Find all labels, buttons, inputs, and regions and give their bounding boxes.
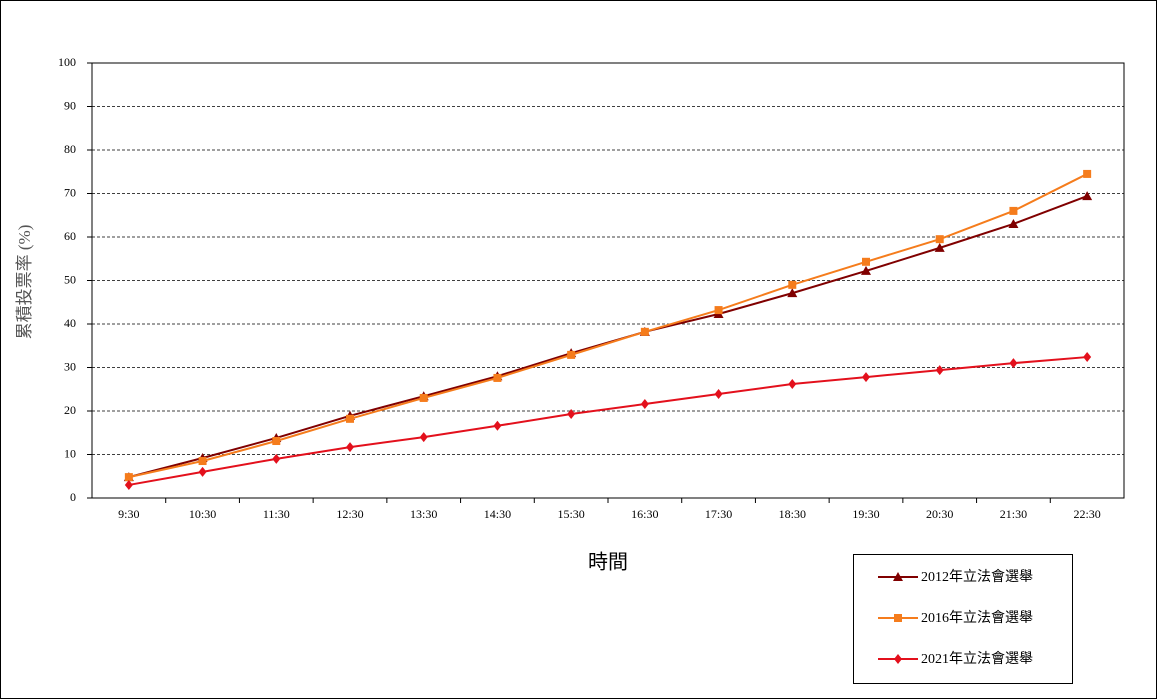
y-tick-label: 40: [64, 316, 76, 330]
marker: [788, 379, 797, 390]
marker: [198, 457, 207, 466]
x-tick-label: 22:30: [1073, 507, 1100, 521]
marker: [419, 393, 428, 402]
marker: [640, 399, 649, 410]
marker: [1008, 218, 1019, 228]
x-tick-label: 11:30: [263, 507, 290, 521]
marker: [272, 437, 281, 446]
legend-marker: [894, 654, 902, 664]
marker: [346, 442, 354, 453]
y-tick-label: 100: [58, 55, 76, 69]
y-tick-label: 20: [64, 403, 76, 417]
marker: [1083, 352, 1092, 363]
x-axis-label: 時間: [588, 551, 628, 574]
series-line: [128, 173, 1088, 479]
marker: [714, 389, 723, 400]
legend-marker: [893, 572, 903, 581]
marker: [788, 280, 797, 289]
y-tick-label: 0: [70, 490, 76, 504]
x-tick-label: 15:30: [557, 507, 584, 521]
marker: [419, 432, 428, 443]
marker: [198, 466, 207, 477]
x-tick-label: 14:30: [484, 507, 511, 521]
x-tick-label: 21:30: [1000, 507, 1027, 521]
y-axis-label: 累積投票率 (%): [15, 225, 34, 340]
marker: [493, 420, 502, 431]
x-tick-label: 17:30: [705, 507, 732, 521]
marker: [1009, 206, 1018, 215]
marker: [935, 235, 944, 244]
marker: [124, 473, 133, 482]
marker: [640, 327, 649, 336]
x-tick-label: 10:30: [189, 507, 216, 521]
marker: [714, 306, 723, 315]
y-tick-label: 10: [64, 446, 76, 460]
y-tick-label: 30: [64, 359, 76, 373]
legend-marker: [894, 614, 902, 622]
marker: [935, 365, 944, 376]
marker: [1082, 191, 1093, 201]
marker: [1083, 169, 1092, 178]
x-tick-label: 19:30: [852, 507, 879, 521]
y-tick-label: 90: [64, 98, 76, 112]
marker: [567, 350, 576, 359]
y-tick-label: 60: [64, 229, 76, 243]
marker: [567, 409, 576, 420]
marker: [787, 288, 798, 298]
marker: [493, 373, 502, 382]
x-tick-label: 18:30: [779, 507, 806, 521]
x-tick-label: 13:30: [410, 507, 437, 521]
marker: [934, 242, 945, 252]
x-tick-label: 16:30: [631, 507, 658, 521]
marker: [124, 479, 133, 490]
marker: [1009, 358, 1018, 369]
marker: [272, 453, 281, 464]
marker: [346, 414, 354, 423]
x-tick-label: 9:30: [118, 507, 139, 521]
legend-label: 2016年立法會選舉: [921, 609, 1033, 626]
y-tick-label: 80: [64, 142, 76, 156]
x-tick-label: 12:30: [336, 507, 363, 521]
marker: [861, 265, 871, 275]
marker: [862, 372, 870, 383]
y-tick-label: 50: [64, 272, 76, 286]
legend-label: 2012年立法會選舉: [921, 568, 1033, 585]
y-tick-label: 70: [64, 185, 76, 199]
marker: [862, 257, 870, 266]
x-tick-label: 20:30: [926, 507, 953, 521]
legend-label: 2021年立法會選舉: [921, 650, 1033, 667]
series-line: [128, 356, 1088, 486]
